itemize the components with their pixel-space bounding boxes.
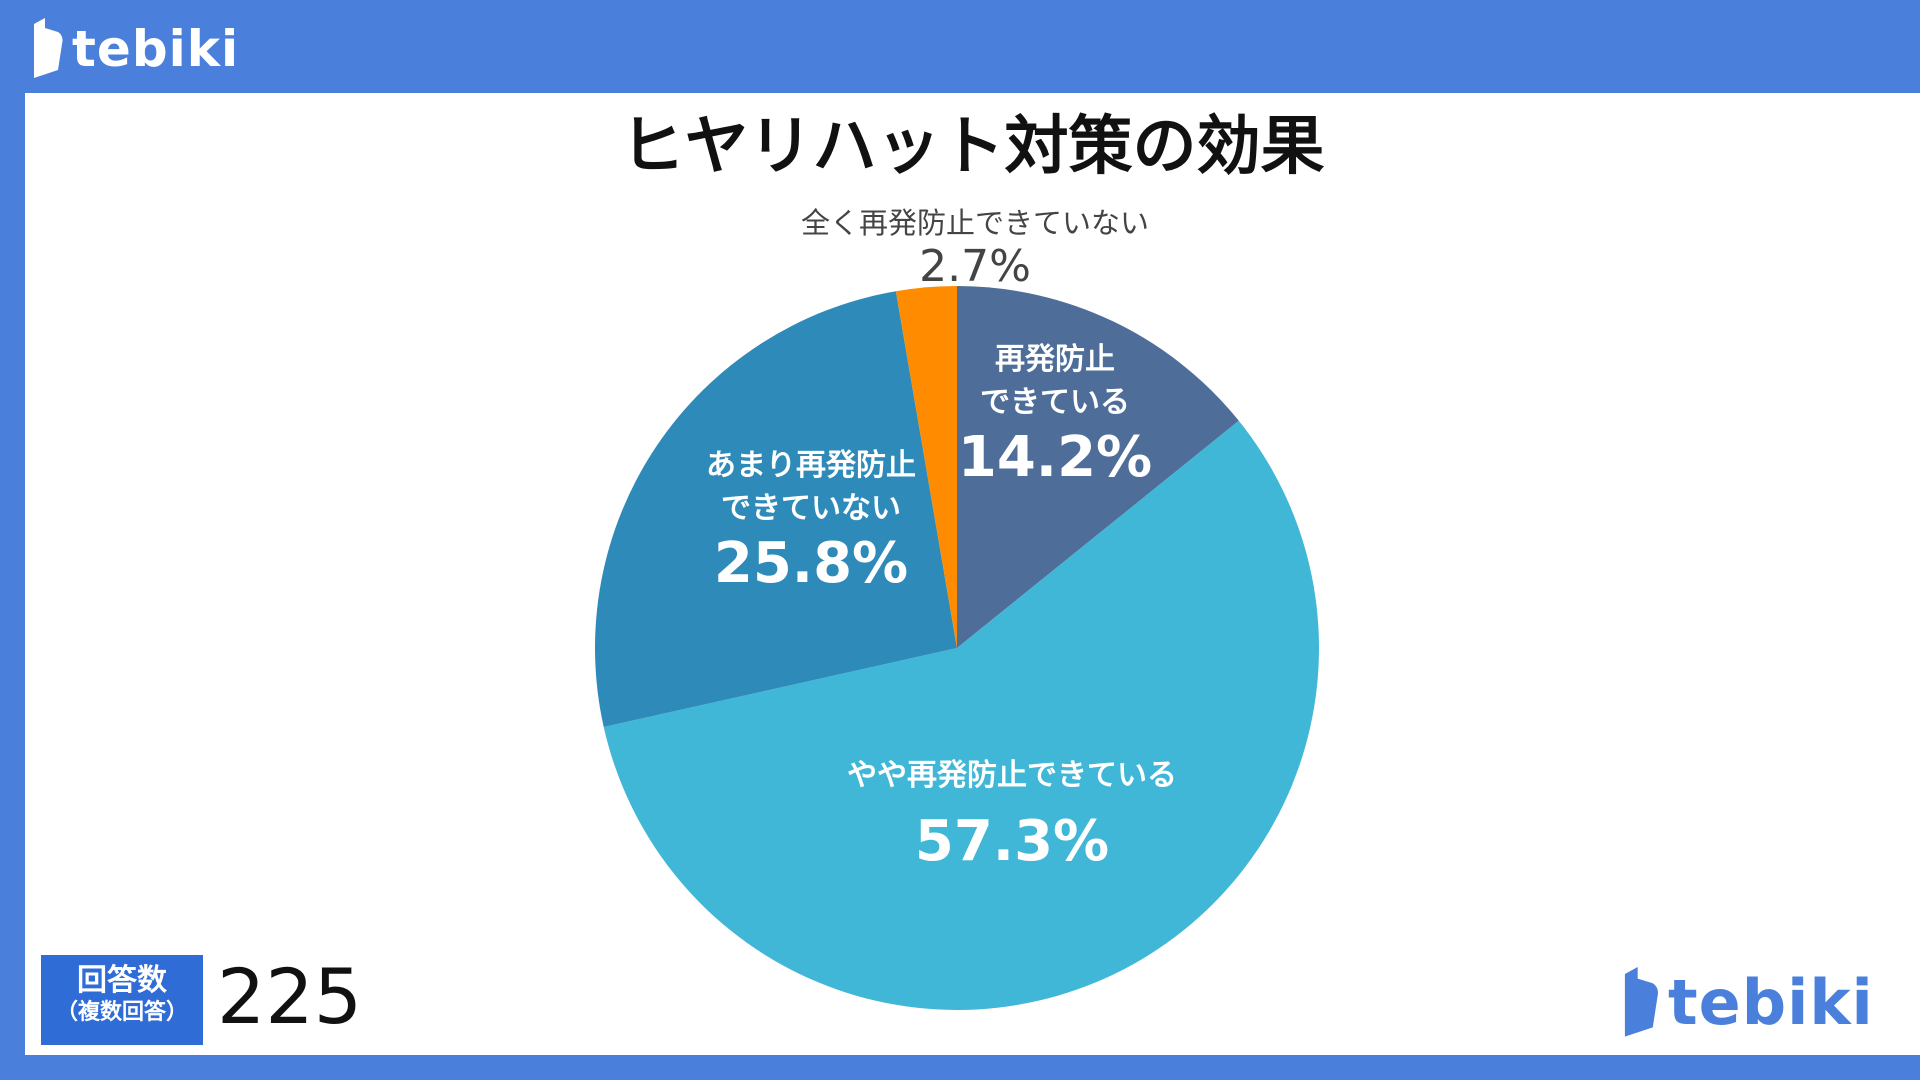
slice-label-2-percent: 25.8% [713,531,909,597]
slice-label-1: やや再発防止できている 57.3% [762,755,1262,875]
responses-label-box: 回答数 （複数回答） [41,955,203,1045]
brand-name-footer: tebiki [1668,966,1874,1039]
slice-label-3-percent: 2.7% [919,240,1031,292]
pie-slice-0 [957,286,1239,648]
slice-label-1-line-1: やや再発防止できている [847,758,1177,793]
pie-slice-1 [603,420,1319,1010]
brand-name: tebiki [72,20,240,78]
slice-label-3-category: 全く再発防止できていない [800,206,1149,240]
pie-slice-2 [595,291,957,727]
header-logo: tebiki [30,14,239,84]
slice-label-2-line-1: あまり再発防止 [706,448,916,483]
responses-count: 225 [217,952,363,1041]
slice-label-2-line-2: できていない [721,490,901,526]
slice-label-0: 再発防止 できている 14.2% [905,339,1205,491]
slice-label-1-percent: 57.3% [914,808,1110,874]
page-flag-icon [1624,967,1658,1037]
slice-label-2: あまり再発防止 できていない 25.8% [636,445,986,597]
slice-label-0-percent: 14.2% [957,425,1153,491]
page-flag-icon [34,18,63,78]
chart-title: ヒヤリハット対策の効果 [620,110,1325,184]
responses-sublabel: （複数回答） [55,1000,188,1025]
chart-panel: ヒヤリハット対策の効果 全く再発防止できていない 2.7% 再発防止 できている… [25,93,1920,1055]
slice-label-3: 全く再発防止できていない 2.7% [625,205,1325,291]
pie-chart [595,286,1319,1010]
footer-logo: tebiki [1620,963,1874,1043]
pie-slice-3 [895,286,957,648]
slice-label-0-line-2: できている [980,384,1130,420]
responses-label: 回答数 [77,963,167,998]
slice-label-0-line-1: 再発防止 [995,342,1115,377]
